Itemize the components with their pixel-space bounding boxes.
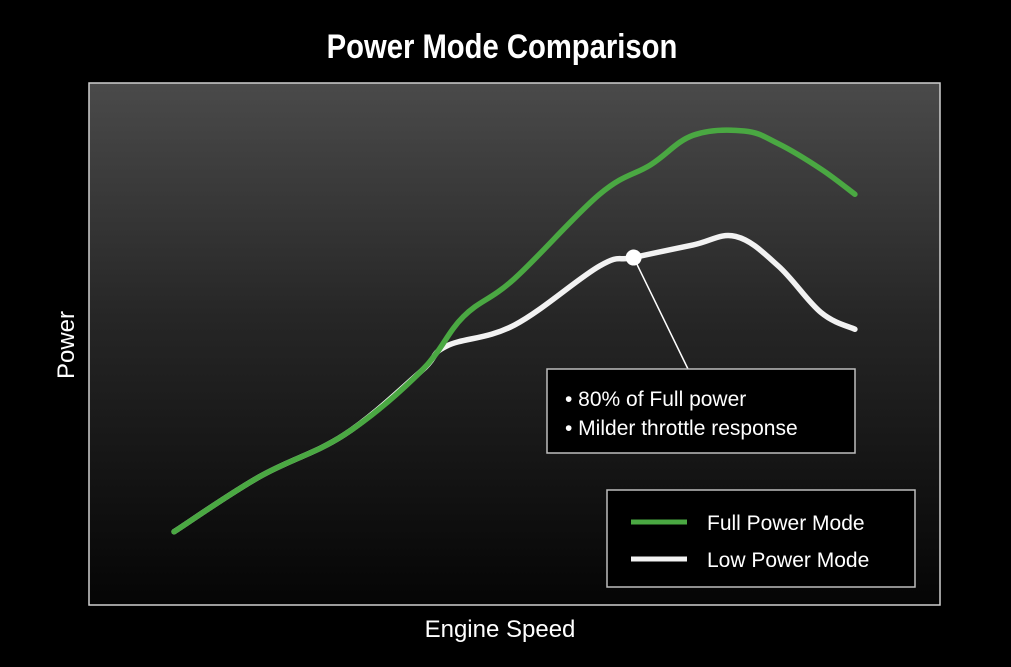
annotation-leader-line <box>632 257 689 370</box>
legend-label-low-power: Low Power Mode <box>707 549 869 572</box>
legend-label-full-power: Full Power Mode <box>707 512 865 535</box>
annotation-line-1: • 80% of Full power <box>565 388 746 411</box>
legend-box <box>606 489 916 588</box>
series-layer <box>171 127 858 535</box>
legend: Full Power Mode Low Power Mode <box>606 489 916 588</box>
annotation-point-marker <box>625 249 642 266</box>
chart-title: Power Mode Comparison <box>327 27 678 66</box>
x-axis-label: Engine Speed <box>425 616 576 643</box>
series-line-full-power <box>171 127 858 535</box>
y-axis-label: Power <box>53 311 80 379</box>
annotation-box <box>546 368 856 454</box>
annotation-line-2: • Milder throttle response <box>565 417 798 440</box>
annotation: • 80% of Full power • Milder throttle res… <box>546 249 856 454</box>
